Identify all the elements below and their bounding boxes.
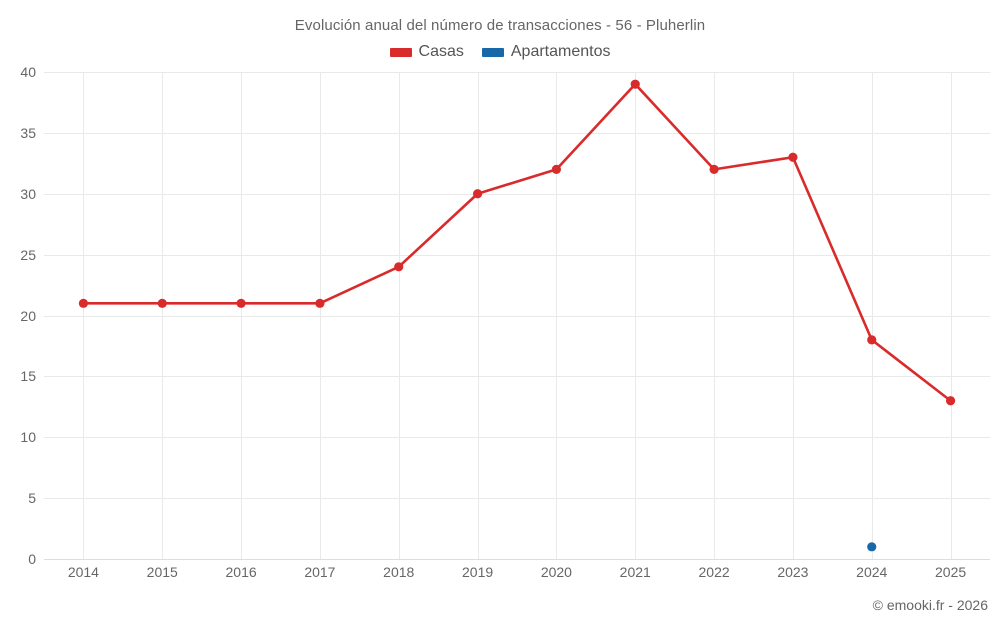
chart-title: Evolución anual del número de transaccio… xyxy=(294,17,706,34)
data-point-casas-2022[interactable] xyxy=(709,164,719,174)
gridline-vertical xyxy=(83,72,85,559)
gridline-vertical xyxy=(477,72,479,559)
y-axis-tick-label: 30 xyxy=(20,185,36,202)
data-point-casas-2015[interactable] xyxy=(157,298,167,308)
y-axis-tick-label: 10 xyxy=(20,429,36,446)
gridline-vertical xyxy=(398,72,400,559)
data-point-casas-2024[interactable] xyxy=(867,335,877,345)
x-axis-tick-label: 2015 xyxy=(146,564,178,580)
legend-label-casas: Casas xyxy=(418,43,464,60)
data-point-casas-2020[interactable] xyxy=(551,164,562,174)
y-axis-tick-label: 35 xyxy=(20,124,36,141)
data-point-casas-2017[interactable] xyxy=(315,298,325,308)
gridline-vertical xyxy=(950,72,952,559)
gridline-vertical xyxy=(241,72,243,559)
series-layer xyxy=(78,79,956,552)
chart-legend: Casas Apartamentos xyxy=(0,44,1000,60)
legend-item-casas[interactable]: Casas xyxy=(389,43,464,60)
data-point-apartamentos-2024[interactable] xyxy=(867,542,877,552)
data-point-casas-2019[interactable] xyxy=(472,189,483,199)
x-axis-tick-label: 2014 xyxy=(67,564,99,580)
y-axis-tick-label: 40 xyxy=(20,64,36,80)
gridline-vertical xyxy=(714,72,716,559)
legend-swatch-apartamentos xyxy=(481,47,504,57)
x-axis-tick-label: 2024 xyxy=(856,564,888,580)
y-axis-tick-label: 15 xyxy=(20,368,36,385)
y-axis-tick-labels: 0 5 10 15 20 25 30 35 40 xyxy=(0,65,36,566)
y-axis-tick-label: 5 xyxy=(28,490,36,507)
legend-label-apartamentos: Apartamentos xyxy=(510,43,611,60)
y-axis-tick-label: 20 xyxy=(20,307,36,324)
x-axis-tick-label: 2016 xyxy=(225,564,257,580)
legend-item-apartamentos[interactable]: Apartamentos xyxy=(481,43,611,60)
x-axis-tick-label: 2022 xyxy=(698,564,730,580)
data-point-casas-2016[interactable] xyxy=(236,298,246,308)
gridline-horizontal xyxy=(44,498,990,500)
y-axis-tick-label: 0 xyxy=(28,551,36,567)
gridline-vertical xyxy=(635,72,637,559)
gridline-vertical xyxy=(162,72,164,559)
gridline-horizontal xyxy=(44,132,990,134)
x-axis-tick-label: 2020 xyxy=(540,564,572,580)
data-point-casas-2023[interactable] xyxy=(788,152,798,162)
data-point-casas-2025[interactable] xyxy=(945,396,956,406)
footer-credit: © emooki.fr - 2026 xyxy=(872,597,988,613)
gridline-horizontal xyxy=(44,437,990,439)
x-axis-baseline xyxy=(44,559,990,560)
x-axis-tick-label: 2023 xyxy=(777,564,809,580)
x-axis-tick-label: 2018 xyxy=(383,564,415,580)
gridline-vertical xyxy=(556,72,558,559)
gridline-horizontal xyxy=(44,193,990,195)
data-point-casas-2014[interactable] xyxy=(78,298,89,308)
x-axis-tick-label: 2021 xyxy=(619,564,651,580)
x-axis-tick-label: 2017 xyxy=(304,564,336,580)
gridline-vertical xyxy=(792,72,794,559)
y-axis-tick-label: 25 xyxy=(20,246,36,263)
x-axis-tick-labels: 2014 2015 2016 2017 2018 2019 2020 2021 2022 2023… xyxy=(44,565,990,589)
gridline-horizontal xyxy=(44,254,990,256)
gridline-horizontal xyxy=(44,376,990,378)
data-point-casas-2018[interactable] xyxy=(394,262,404,272)
gridline-horizontal xyxy=(44,72,990,73)
gridline-vertical xyxy=(319,72,321,559)
gridline-vertical xyxy=(871,72,873,559)
x-axis-tick-label: 2025 xyxy=(935,564,967,580)
legend-swatch-casas xyxy=(389,47,412,57)
x-axis-tick-label: 2019 xyxy=(462,564,494,580)
series-line-casas xyxy=(82,82,952,403)
data-point-casas-2021[interactable] xyxy=(630,79,640,89)
gridline-horizontal xyxy=(44,315,990,317)
plot-area xyxy=(44,72,990,560)
